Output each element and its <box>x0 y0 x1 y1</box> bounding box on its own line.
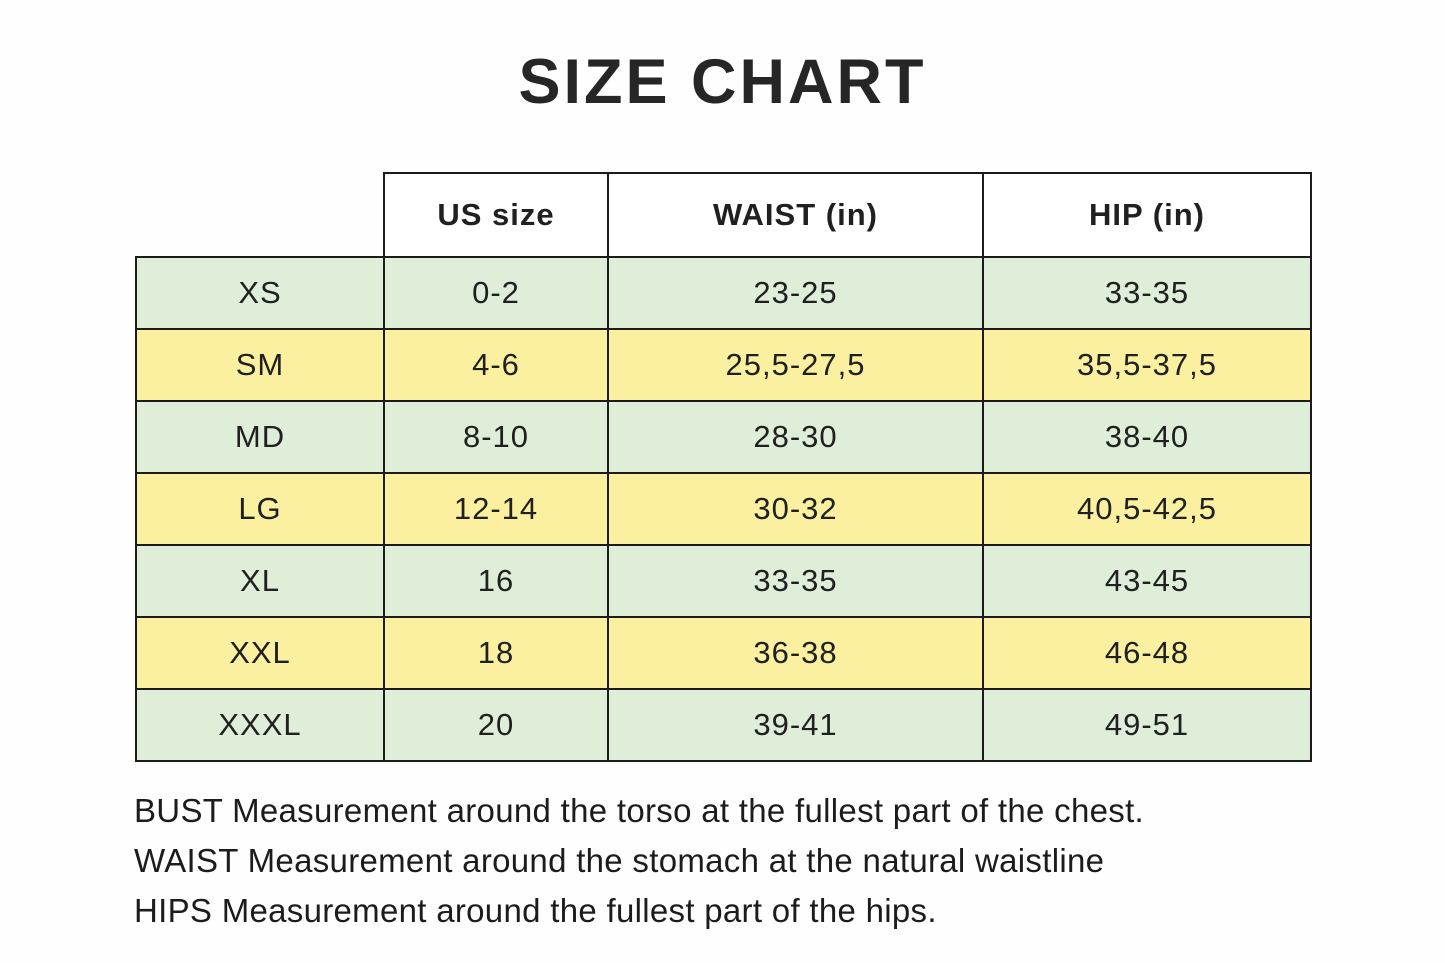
value-cell: 16 <box>383 544 609 618</box>
note-waist: WAIST Measurement around the stomach at … <box>134 842 1105 879</box>
value-cell: 18 <box>383 616 609 690</box>
size-label-cell: XS <box>135 256 385 330</box>
value-cell: 8-10 <box>383 400 609 474</box>
value-cell: 23-25 <box>607 256 984 330</box>
value-cell: 40,5-42,5 <box>982 472 1312 546</box>
table-header-row: US size WAIST (in) HIP (in) <box>136 172 1312 258</box>
table-row: XL 16 33-35 43-45 <box>135 544 1312 618</box>
size-label-cell: SM <box>135 328 385 402</box>
table-body: XS 0-2 23-25 33-35 SM 4-6 25,5-27,5 35,5-37,5 MD… <box>135 256 1312 762</box>
size-label-cell: XXL <box>135 616 385 690</box>
size-label-cell: MD <box>135 400 385 474</box>
table-row: MD 8-10 28-30 38-40 <box>135 400 1312 474</box>
column-header-us-size: US size <box>383 172 609 258</box>
measurement-notes: BUST Measurement around the torso at the… <box>134 786 1144 936</box>
note-bust: BUST Measurement around the torso at the… <box>134 792 1145 829</box>
value-cell: 46-48 <box>982 616 1312 690</box>
size-label-cell: XL <box>135 544 385 618</box>
value-cell: 20 <box>383 688 609 762</box>
column-header-waist: WAIST (in) <box>607 172 984 258</box>
page-title: SIZE CHART <box>518 47 927 117</box>
value-cell: 4-6 <box>383 328 609 402</box>
corner-cell <box>136 173 384 257</box>
value-cell: 38-40 <box>982 400 1312 474</box>
value-cell: 39-41 <box>607 688 984 762</box>
value-cell: 28-30 <box>607 400 984 474</box>
table-row: XXXL 20 39-41 49-51 <box>135 688 1312 762</box>
table-row: SM 4-6 25,5-27,5 35,5-37,5 <box>135 328 1312 402</box>
value-cell: 35,5-37,5 <box>982 328 1312 402</box>
value-cell: 43-45 <box>982 544 1312 618</box>
value-cell: 12-14 <box>383 472 609 546</box>
table-row: XS 0-2 23-25 33-35 <box>135 256 1312 330</box>
value-cell: 0-2 <box>383 256 609 330</box>
column-header-hip: HIP (in) <box>982 172 1312 258</box>
note-hips: HIPS Measurement around the fullest part… <box>134 892 937 929</box>
size-label-cell: XXXL <box>135 688 385 762</box>
value-cell: 36-38 <box>607 616 984 690</box>
value-cell: 49-51 <box>982 688 1312 762</box>
value-cell: 25,5-27,5 <box>607 328 984 402</box>
size-label-cell: LG <box>135 472 385 546</box>
table-row: LG 12-14 30-32 40,5-42,5 <box>135 472 1312 546</box>
size-chart-table: US size WAIST (in) HIP (in) XS 0-2 23-25 33… <box>135 172 1312 762</box>
value-cell: 30-32 <box>607 472 984 546</box>
value-cell: 33-35 <box>607 544 984 618</box>
value-cell: 33-35 <box>982 256 1312 330</box>
table-row: XXL 18 36-38 46-48 <box>135 616 1312 690</box>
